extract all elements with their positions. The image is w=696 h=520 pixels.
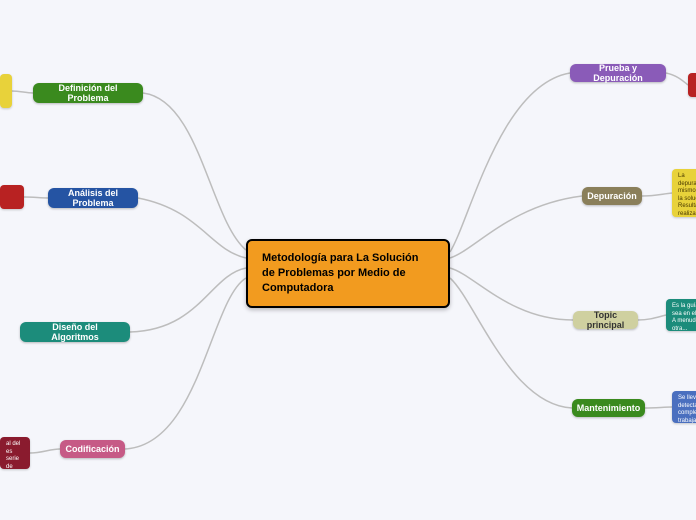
center-node-label: Metodología para La Solución de Problema… xyxy=(262,252,418,294)
node-codificacion[interactable]: Codificación xyxy=(60,440,125,458)
subnode-topic[interactable]: Es la guía sea en el A menudo otra... xyxy=(666,299,696,331)
node-label: Codificación xyxy=(66,444,120,454)
node-label: Diseño del Algoritmos xyxy=(30,322,120,342)
node-topic[interactable]: Topic principal xyxy=(573,311,638,329)
node-diseno[interactable]: Diseño del Algoritmos xyxy=(20,322,130,342)
subnode-label: Se lleva detecta complem trabajan xyxy=(678,395,696,423)
subnode-label: Es la guía sea en el A menudo otra... xyxy=(672,303,696,331)
subnode-cod[interactable]: al del es serie de xyxy=(0,437,30,469)
subnode-dep[interactable]: La depuración mismo c la soluci Resulta … xyxy=(672,169,696,217)
subnode-label: al del es serie de xyxy=(6,441,20,469)
node-definicion[interactable]: Definición del Problema xyxy=(33,83,143,103)
subnode-anal[interactable] xyxy=(0,185,24,209)
node-analisis[interactable]: Análisis del Problema xyxy=(48,188,138,208)
center-node[interactable]: Metodología para La Solución de Problema… xyxy=(246,239,450,308)
subnode-def[interactable] xyxy=(0,74,12,108)
node-label: Mantenimiento xyxy=(577,403,641,413)
subnode-mant[interactable]: Se lleva detecta complem trabajan xyxy=(672,391,696,423)
node-depuracion[interactable]: Depuración xyxy=(582,187,642,205)
node-label: Prueba y Depuración xyxy=(580,63,656,83)
node-label: Depuración xyxy=(587,191,637,201)
node-label: Topic principal xyxy=(583,310,628,330)
node-label: Definición del Problema xyxy=(43,83,133,103)
subnode-label: La depuración mismo c la soluci Resulta … xyxy=(678,173,696,217)
subnode-prueba[interactable] xyxy=(688,73,696,97)
node-prueba[interactable]: Prueba y Depuración xyxy=(570,64,666,82)
node-mantenimiento[interactable]: Mantenimiento xyxy=(572,399,645,417)
node-label: Análisis del Problema xyxy=(58,188,128,208)
